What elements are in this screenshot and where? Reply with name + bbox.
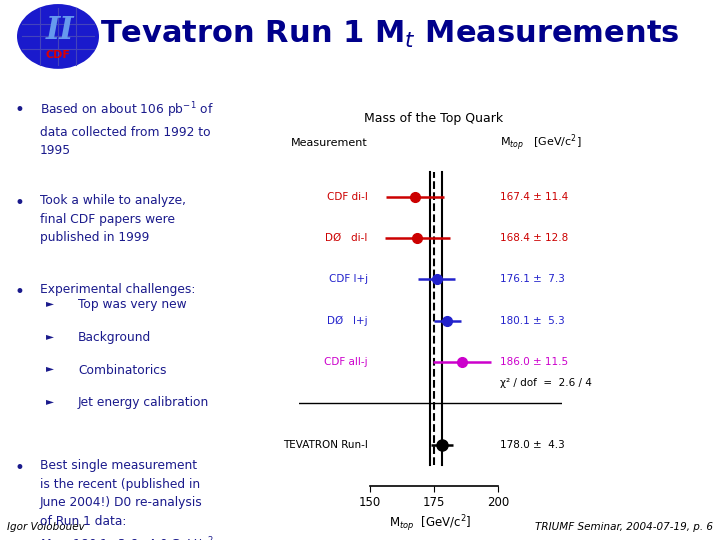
Text: 167.4 ± 11.4: 167.4 ± 11.4 [500, 192, 569, 201]
Text: 186.0 ± 11.5: 186.0 ± 11.5 [500, 357, 569, 367]
Text: 180.1 ±  5.3: 180.1 ± 5.3 [500, 315, 565, 326]
Text: 168.4 ± 12.8: 168.4 ± 12.8 [500, 233, 569, 243]
Text: Background: Background [78, 331, 151, 344]
Text: Experimental challenges:: Experimental challenges: [40, 283, 195, 296]
Text: ►: ► [45, 363, 53, 374]
Text: 178.0 ±  4.3: 178.0 ± 4.3 [500, 440, 565, 450]
Text: DØ   l+j: DØ l+j [327, 315, 368, 326]
Text: M$_{top}$   [GeV/c$^{2}$]: M$_{top}$ [GeV/c$^{2}$] [500, 132, 582, 153]
Text: ►: ► [45, 331, 53, 341]
Text: Mass of the Top Quark: Mass of the Top Quark [364, 112, 503, 125]
Text: CDF: CDF [45, 50, 71, 60]
Text: 176.1 ±  7.3: 176.1 ± 7.3 [500, 274, 565, 284]
Text: Igor Volobouev: Igor Volobouev [7, 522, 85, 532]
Text: •: • [14, 459, 24, 477]
Text: Combinatorics: Combinatorics [78, 363, 166, 376]
Text: •: • [14, 100, 24, 119]
Text: CDF all-j: CDF all-j [324, 357, 368, 367]
Text: Jet energy calibration: Jet energy calibration [78, 396, 210, 409]
X-axis label: M$_{top}$  [GeV/c$^{2}$]: M$_{top}$ [GeV/c$^{2}$] [389, 514, 472, 534]
Ellipse shape [17, 4, 99, 69]
Text: TEVATRON Run-I: TEVATRON Run-I [283, 440, 368, 450]
Text: Tevatron Run 1 M$_t$ Measurements: Tevatron Run 1 M$_t$ Measurements [100, 19, 680, 50]
Text: CDF di-l: CDF di-l [327, 192, 368, 201]
Text: TRIUMF Seminar, 2004-07-19, p. 6: TRIUMF Seminar, 2004-07-19, p. 6 [535, 522, 713, 532]
Text: II: II [46, 15, 74, 46]
Text: ►: ► [45, 298, 53, 308]
Text: DØ   di-l: DØ di-l [325, 233, 368, 243]
Text: Took a while to analyze,
final CDF papers were
published in 1999: Took a while to analyze, final CDF paper… [40, 194, 186, 244]
Text: Measurement: Measurement [291, 138, 368, 148]
Text: ►: ► [45, 396, 53, 406]
Text: CDF l+j: CDF l+j [328, 274, 368, 284]
Text: •: • [14, 283, 24, 301]
Text: •: • [14, 194, 24, 212]
Text: Based on about 106 pb$^{-1}$ of
data collected from 1992 to
1995: Based on about 106 pb$^{-1}$ of data col… [40, 100, 214, 157]
Text: Best single measurement
is the recent (published in
June 2004!) D0 re-analysis
o: Best single measurement is the recent (p… [40, 459, 213, 540]
Text: Top was very new: Top was very new [78, 298, 186, 312]
Text: χ² / dof  =  2.6 / 4: χ² / dof = 2.6 / 4 [500, 377, 593, 388]
